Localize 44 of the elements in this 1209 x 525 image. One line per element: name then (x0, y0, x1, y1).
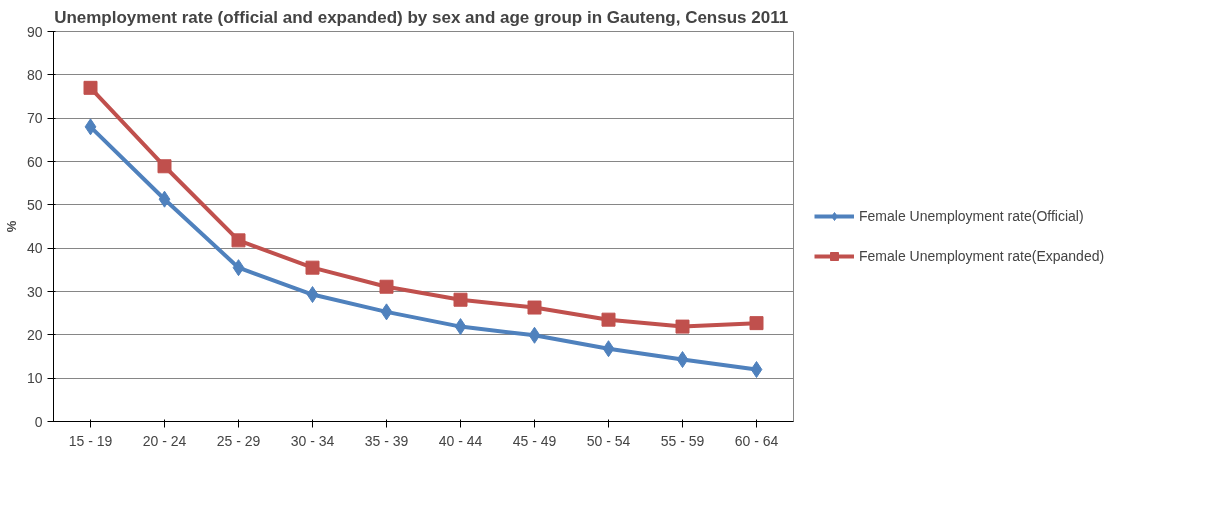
x-tick-label: 25 - 29 (216, 432, 261, 449)
y-tick-label: 10 (26, 370, 43, 387)
point (454, 318, 467, 336)
x-tick-label: 50 - 54 (586, 432, 631, 449)
x-tick-label: 30 - 34 (290, 432, 335, 449)
point (83, 80, 98, 95)
point (380, 303, 393, 321)
point (601, 312, 616, 327)
point (231, 233, 246, 248)
y-tick-label: 60 (26, 153, 43, 170)
y-tick-label: 30 (26, 283, 43, 300)
point (306, 286, 319, 304)
point (676, 351, 689, 369)
point (232, 259, 245, 277)
x-tick-label: 40 - 44 (438, 432, 483, 449)
point (84, 118, 97, 136)
point (528, 326, 541, 344)
x-tick-label: 60 - 64 (734, 432, 779, 449)
x-tick-label: 45 - 49 (512, 432, 557, 449)
point (158, 190, 171, 208)
x-tick-label: 15 - 19 (68, 432, 113, 449)
point (527, 300, 542, 315)
y-tick-label: 0 (34, 413, 43, 430)
x-tick-label: 55 - 59 (660, 432, 705, 449)
y-tick-label: 90 (26, 23, 43, 40)
point (157, 159, 172, 174)
y-tick-label: 40 (26, 240, 43, 257)
y-tick-label: 50 (26, 196, 43, 213)
point (675, 319, 690, 334)
point (750, 361, 763, 378)
y-axis-title: % (3, 220, 19, 233)
point (453, 292, 468, 307)
chart-title: Unemployment rate (official and expanded) by sex and age group in Gauteng, Census 2011 (54, 7, 789, 27)
point (379, 279, 394, 294)
point (305, 260, 320, 275)
y-tick-label: 80 (26, 66, 43, 83)
y-tick-label: 20 (26, 326, 43, 343)
legend-label: Female Unemployment rate(Official) (859, 207, 1084, 224)
point (749, 316, 764, 331)
x-tick-label: 35 - 39 (364, 432, 409, 449)
legend-label: Female Unemployment rate(Expanded) (859, 247, 1105, 264)
x-tick-label: 20 - 24 (142, 432, 187, 449)
point (602, 340, 615, 358)
y-tick-label: 70 (26, 110, 43, 127)
